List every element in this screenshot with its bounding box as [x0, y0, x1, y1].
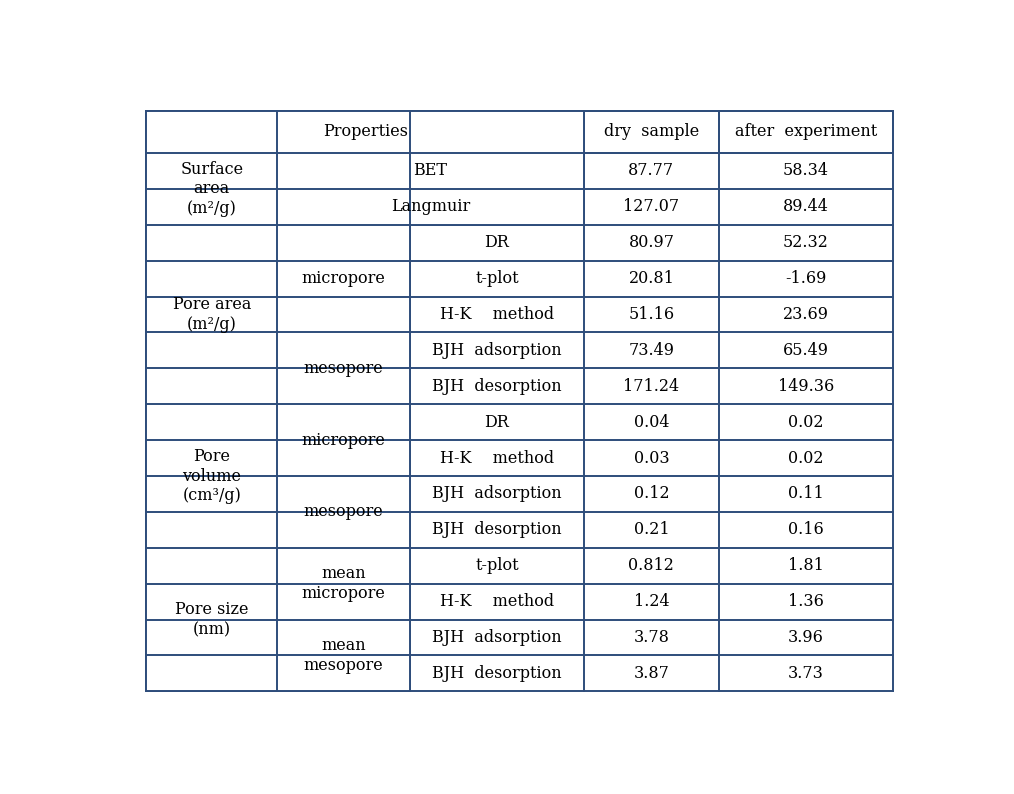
Text: 0.16: 0.16	[788, 522, 823, 538]
Text: BJH  adsorption: BJH adsorption	[432, 629, 562, 646]
Text: micropore: micropore	[301, 432, 385, 449]
Text: 23.69: 23.69	[783, 306, 829, 323]
Text: H-K  method: H-K method	[440, 593, 554, 610]
Text: after  experiment: after experiment	[735, 123, 877, 141]
Text: 149.36: 149.36	[778, 378, 835, 395]
Bar	[277, 225, 410, 333]
Text: DR: DR	[485, 414, 509, 430]
Text: DR: DR	[485, 234, 509, 251]
Bar	[277, 619, 410, 692]
Text: Surface
area
(m²/g): Surface area (m²/g)	[180, 160, 243, 217]
Text: mesopore: mesopore	[304, 503, 383, 520]
Text: 171.24: 171.24	[624, 378, 679, 395]
Bar	[277, 153, 584, 189]
Bar	[277, 153, 584, 189]
Text: 3.78: 3.78	[634, 629, 669, 646]
Text: 0.11: 0.11	[788, 485, 823, 503]
Bar	[277, 404, 410, 476]
Text: 1.24: 1.24	[634, 593, 669, 610]
Bar	[146, 110, 584, 153]
Text: BJH  desorption: BJH desorption	[432, 665, 562, 682]
Bar	[277, 404, 410, 476]
Bar	[146, 225, 277, 404]
Bar	[146, 548, 277, 692]
Text: 0.03: 0.03	[634, 449, 669, 467]
Bar	[146, 225, 277, 404]
Bar	[277, 189, 584, 225]
Text: micropore: micropore	[301, 270, 385, 287]
Text: Properties: Properties	[322, 123, 408, 141]
Bar	[277, 619, 410, 692]
Text: 0.12: 0.12	[634, 485, 669, 503]
Text: 51.16: 51.16	[629, 306, 674, 323]
Text: H-K  method: H-K method	[440, 306, 554, 323]
Text: 52.32: 52.32	[783, 234, 828, 251]
Bar	[719, 110, 893, 153]
Text: 87.77: 87.77	[629, 163, 674, 179]
Text: 0.02: 0.02	[788, 414, 823, 430]
Text: 127.07: 127.07	[624, 198, 679, 215]
Text: mesopore: mesopore	[304, 360, 383, 377]
Bar	[277, 548, 410, 619]
Text: 73.49: 73.49	[629, 342, 674, 359]
Text: Pore size
(nm): Pore size (nm)	[175, 601, 248, 638]
Text: Pore
volume
(cm³/g): Pore volume (cm³/g)	[183, 448, 241, 504]
Text: BJH  adsorption: BJH adsorption	[432, 342, 562, 359]
Text: 0.812: 0.812	[629, 557, 674, 574]
Text: H-K  method: H-K method	[440, 449, 554, 467]
Bar	[277, 548, 410, 619]
Text: BJH  adsorption: BJH adsorption	[432, 485, 562, 503]
Bar	[146, 404, 277, 548]
Bar	[277, 333, 410, 404]
Bar	[277, 225, 410, 333]
Text: 0.21: 0.21	[634, 522, 669, 538]
Text: 3.87: 3.87	[634, 665, 669, 682]
Text: 65.49: 65.49	[783, 342, 829, 359]
Text: mean
mesopore: mean mesopore	[304, 637, 383, 674]
Bar	[146, 110, 584, 153]
Text: 1.81: 1.81	[788, 557, 824, 574]
Bar	[146, 153, 277, 225]
Text: t-plot: t-plot	[476, 270, 519, 287]
Bar	[146, 404, 277, 548]
Text: dry  sample: dry sample	[603, 123, 699, 141]
Text: 0.02: 0.02	[788, 449, 823, 467]
Text: 20.81: 20.81	[629, 270, 674, 287]
Text: 1.36: 1.36	[788, 593, 824, 610]
Text: BET: BET	[414, 163, 447, 179]
Bar	[146, 153, 277, 225]
Text: Pore area
(m²/g): Pore area (m²/g)	[172, 296, 251, 333]
Bar	[584, 110, 719, 153]
Text: 3.73: 3.73	[788, 665, 824, 682]
Text: -1.69: -1.69	[785, 270, 826, 287]
Text: 58.34: 58.34	[783, 163, 829, 179]
Bar	[146, 548, 277, 692]
Text: t-plot: t-plot	[476, 557, 519, 574]
Text: BJH  desorption: BJH desorption	[432, 522, 562, 538]
Bar	[277, 333, 410, 404]
Text: 3.96: 3.96	[788, 629, 824, 646]
Text: mean
micropore: mean micropore	[301, 565, 385, 602]
Text: BJH  desorption: BJH desorption	[432, 378, 562, 395]
Text: 80.97: 80.97	[629, 234, 674, 251]
Bar	[277, 476, 410, 548]
Text: 89.44: 89.44	[783, 198, 828, 215]
Text: 0.04: 0.04	[634, 414, 669, 430]
Text: Langmuir: Langmuir	[391, 198, 470, 215]
Bar	[277, 476, 410, 548]
Bar	[277, 189, 584, 225]
